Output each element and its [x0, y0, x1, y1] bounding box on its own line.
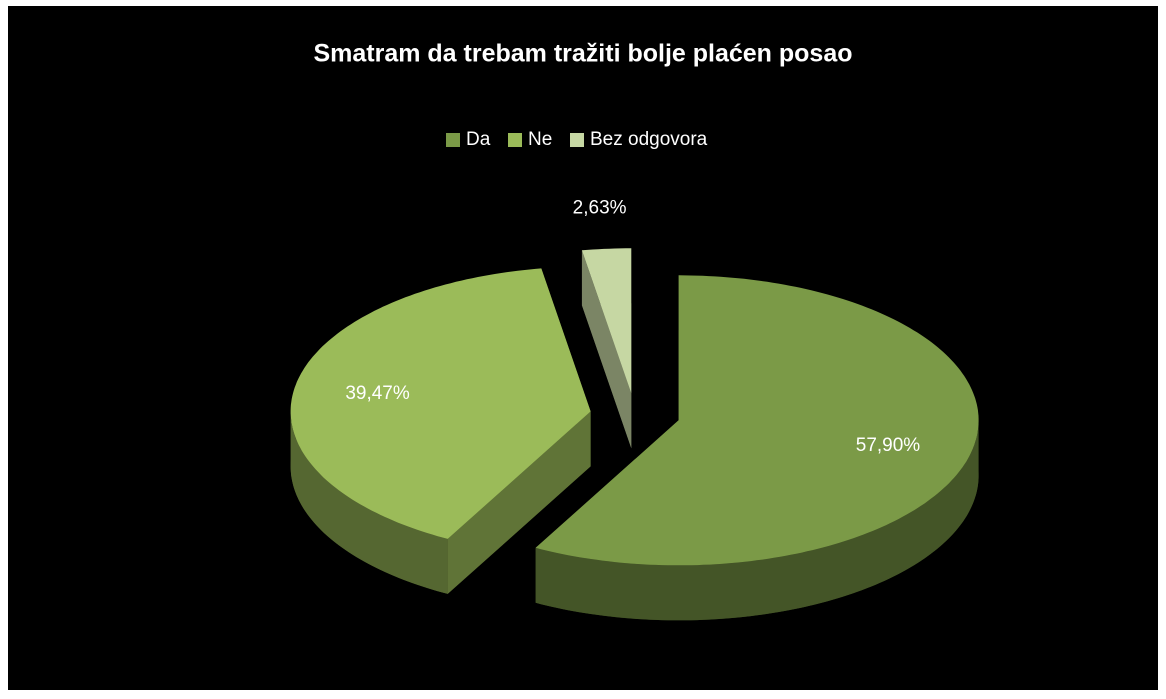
- slice-top: [535, 275, 979, 566]
- legend-swatch: [508, 133, 522, 147]
- slice-top: [581, 248, 632, 394]
- legend-label: Ne: [528, 129, 552, 150]
- legend-swatch: [446, 133, 460, 147]
- pie-slice: [535, 275, 979, 621]
- pie-slice: [581, 248, 632, 449]
- data-label: 2,63%: [573, 197, 627, 218]
- slice-wall: [447, 411, 591, 594]
- legend-swatch: [570, 133, 584, 147]
- slice-side: [290, 411, 448, 594]
- slice-top: [290, 268, 591, 539]
- chart-title: Smatram da trebam tražiti bolje plaćen p…: [313, 40, 852, 68]
- legend-label: Da: [466, 129, 491, 150]
- slice-side: [535, 420, 979, 621]
- data-label: 39,47%: [345, 383, 410, 404]
- legend-label: Bez odgovora: [590, 129, 708, 150]
- pie-slice: [290, 268, 591, 594]
- data-label: 57,90%: [856, 435, 921, 456]
- slice-wall: [581, 250, 632, 449]
